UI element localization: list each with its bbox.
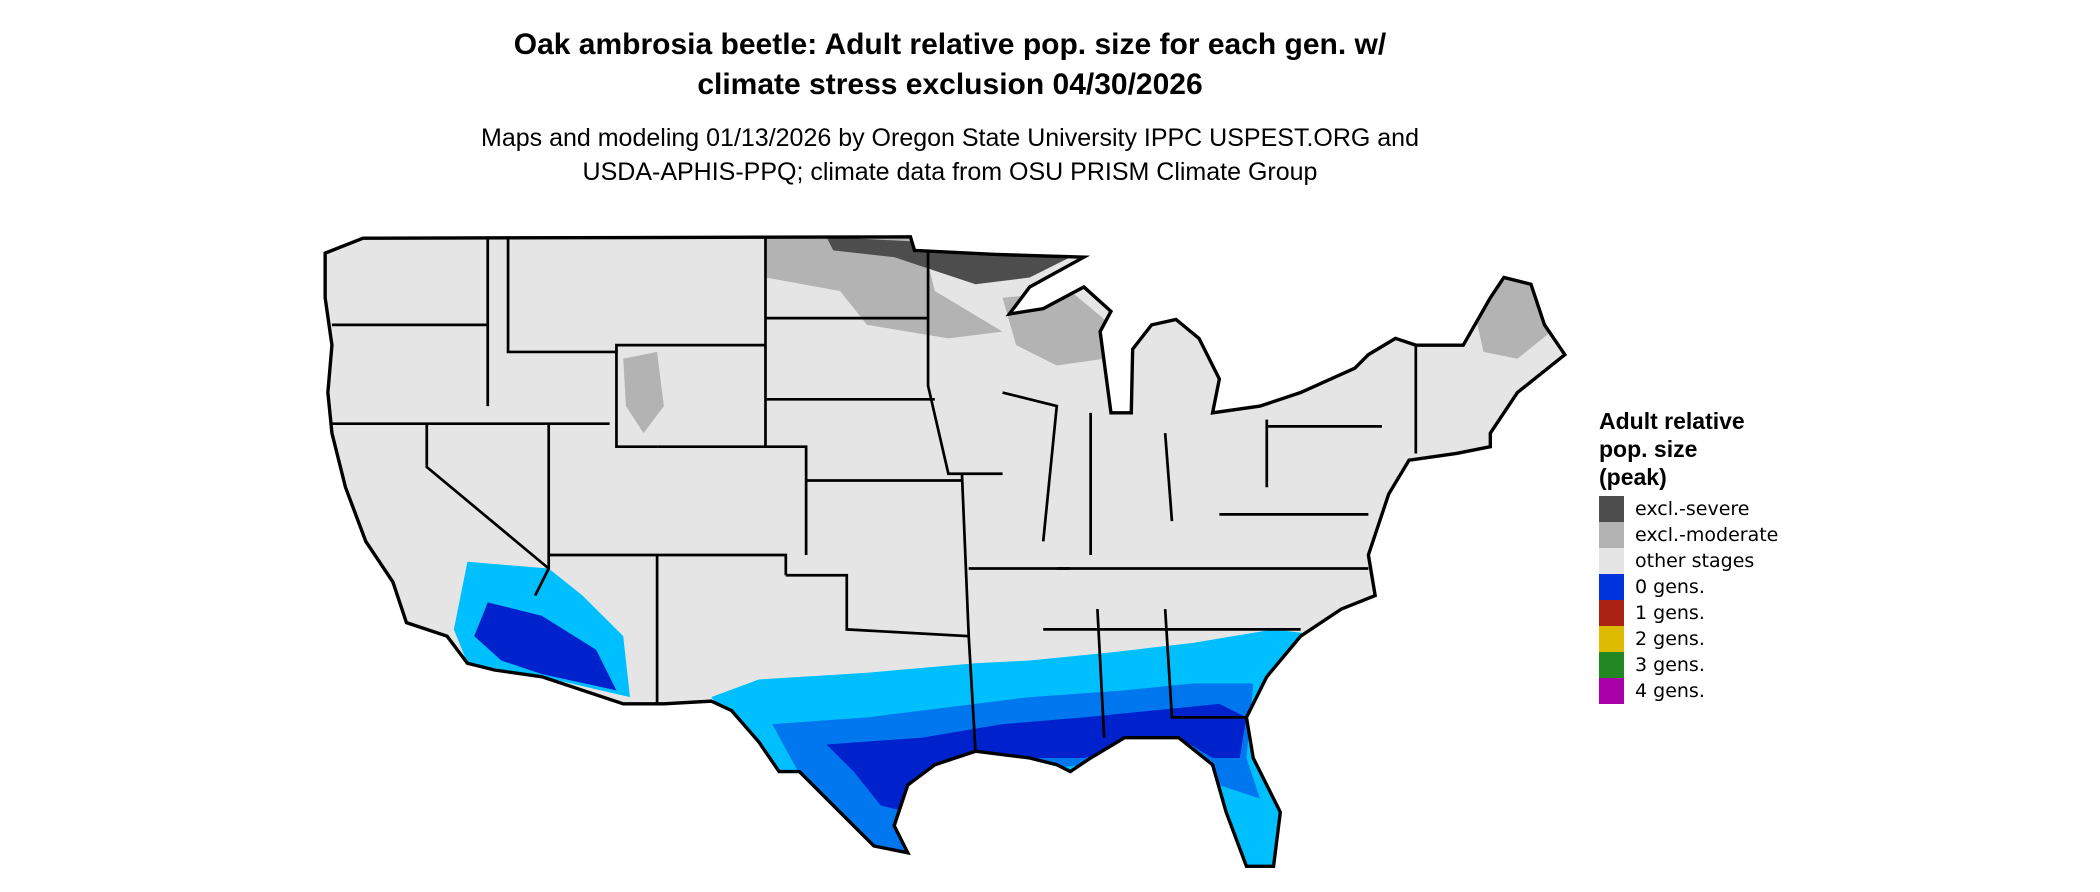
zone-excl-moderate-rockies [623,351,664,434]
legend-item: 3 gens. [1599,652,1705,678]
legend-swatch [1599,626,1624,652]
state-borders [331,238,1418,752]
legend-title-line2: pop. size [1599,436,1698,462]
legend-label: other stages [1635,550,1755,572]
legend-swatch [1599,652,1624,678]
legend-label: 1 gens. [1635,602,1705,624]
map-subtitle-line2: USDA-APHIS-PPQ; climate data from OSU PR… [582,158,1318,186]
legend-item: excl.-moderate [1599,522,1778,548]
legend-swatch [1599,548,1624,574]
map-title-line2: climate stress exclusion 04/30/2026 [697,68,1203,101]
legend-swatch [1599,600,1624,626]
map-subtitle-line1: Maps and modeling 01/13/2026 by Oregon S… [481,124,1419,152]
legend-item: 1 gens. [1599,600,1705,626]
legend-swatch [1599,522,1624,548]
legend-title-line1: Adult relative [1599,408,1745,434]
legend-label: excl.-severe [1635,498,1750,520]
legend-label: 4 gens. [1635,680,1705,702]
legend-item: excl.-severe [1599,496,1750,522]
legend-item: other stages [1599,548,1754,574]
legend-swatch [1599,496,1624,522]
legend-swatch [1599,574,1624,600]
zone-dark-blue-southwest [474,602,617,691]
legend-label: excl.-moderate [1635,524,1779,546]
legend-item: 4 gens. [1599,678,1705,704]
legend-label: 0 gens. [1635,576,1705,598]
zone-excl-moderate-dakota [765,236,1003,339]
map-title-line1: Oak ambrosia beetle: Adult relative pop.… [513,28,1387,61]
legend-label: 3 gens. [1635,654,1705,676]
legend-label: 2 gens. [1635,628,1705,650]
legend-swatch [1599,678,1624,704]
legend-item: 2 gens. [1599,626,1705,652]
legend-title-line3: (peak) [1599,464,1667,490]
legend-item: 0 gens. [1599,574,1705,600]
